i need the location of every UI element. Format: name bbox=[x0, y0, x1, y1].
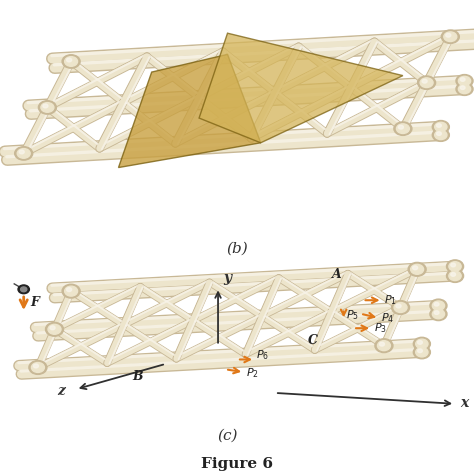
Circle shape bbox=[430, 299, 447, 312]
Circle shape bbox=[432, 309, 445, 319]
Circle shape bbox=[446, 33, 451, 37]
Circle shape bbox=[432, 301, 445, 310]
Circle shape bbox=[451, 263, 456, 267]
Circle shape bbox=[437, 132, 441, 135]
Circle shape bbox=[15, 147, 33, 160]
Circle shape bbox=[377, 341, 391, 351]
Text: B: B bbox=[133, 370, 143, 383]
Circle shape bbox=[460, 78, 465, 81]
Circle shape bbox=[447, 260, 464, 273]
Circle shape bbox=[20, 287, 27, 292]
Circle shape bbox=[456, 83, 473, 95]
Circle shape bbox=[64, 57, 78, 66]
Text: x: x bbox=[460, 397, 468, 410]
Circle shape bbox=[458, 76, 471, 86]
Circle shape bbox=[458, 84, 471, 94]
Text: F: F bbox=[30, 296, 39, 308]
Circle shape bbox=[432, 129, 449, 141]
Circle shape bbox=[17, 149, 30, 158]
Circle shape bbox=[422, 79, 427, 83]
Circle shape bbox=[460, 86, 465, 89]
Circle shape bbox=[19, 150, 24, 154]
Circle shape bbox=[418, 340, 422, 344]
Circle shape bbox=[418, 76, 436, 89]
Circle shape bbox=[394, 303, 407, 312]
Circle shape bbox=[434, 302, 439, 306]
Circle shape bbox=[456, 75, 473, 87]
Text: A: A bbox=[332, 268, 342, 281]
Circle shape bbox=[430, 307, 447, 320]
Circle shape bbox=[410, 264, 424, 274]
Circle shape bbox=[451, 273, 456, 276]
Circle shape bbox=[62, 284, 80, 298]
Text: y: y bbox=[223, 271, 231, 285]
Circle shape bbox=[66, 288, 72, 292]
Circle shape bbox=[48, 324, 61, 334]
Text: $P_5$: $P_5$ bbox=[346, 308, 358, 322]
Polygon shape bbox=[199, 33, 403, 143]
Circle shape bbox=[449, 271, 461, 280]
Circle shape bbox=[449, 262, 461, 271]
Circle shape bbox=[435, 130, 447, 139]
Circle shape bbox=[375, 339, 393, 353]
Circle shape bbox=[43, 104, 48, 108]
Text: $P_6$: $P_6$ bbox=[256, 348, 270, 362]
Circle shape bbox=[398, 125, 403, 129]
Circle shape bbox=[41, 103, 54, 112]
Text: Figure 6: Figure 6 bbox=[201, 457, 273, 471]
Circle shape bbox=[62, 55, 80, 68]
Circle shape bbox=[18, 285, 29, 294]
Circle shape bbox=[31, 363, 45, 372]
Circle shape bbox=[379, 342, 384, 346]
Circle shape bbox=[394, 122, 412, 135]
Circle shape bbox=[413, 337, 430, 350]
Circle shape bbox=[38, 101, 56, 114]
Circle shape bbox=[46, 322, 64, 336]
Circle shape bbox=[437, 124, 441, 127]
Circle shape bbox=[432, 120, 449, 133]
Circle shape bbox=[33, 364, 38, 368]
Circle shape bbox=[412, 266, 418, 270]
Circle shape bbox=[413, 346, 430, 359]
Circle shape bbox=[392, 300, 410, 315]
Circle shape bbox=[64, 286, 78, 296]
Circle shape bbox=[435, 122, 447, 131]
Circle shape bbox=[416, 339, 428, 348]
Circle shape bbox=[50, 326, 55, 330]
Circle shape bbox=[408, 262, 426, 276]
Text: $P_4$: $P_4$ bbox=[381, 311, 394, 325]
Circle shape bbox=[444, 32, 457, 41]
Circle shape bbox=[420, 78, 433, 88]
Text: (b): (b) bbox=[226, 242, 248, 256]
Text: $P_2$: $P_2$ bbox=[246, 367, 259, 380]
Text: $P_1$: $P_1$ bbox=[384, 293, 397, 307]
Circle shape bbox=[434, 311, 439, 315]
Text: z: z bbox=[57, 384, 65, 398]
Text: $P_3$: $P_3$ bbox=[374, 321, 387, 335]
Circle shape bbox=[441, 30, 459, 43]
Polygon shape bbox=[118, 54, 261, 168]
Circle shape bbox=[396, 304, 401, 308]
Circle shape bbox=[396, 124, 410, 133]
Circle shape bbox=[66, 58, 72, 62]
Circle shape bbox=[447, 269, 464, 282]
Text: (c): (c) bbox=[217, 429, 238, 443]
Circle shape bbox=[29, 360, 47, 375]
Circle shape bbox=[416, 347, 428, 357]
Text: C: C bbox=[308, 334, 318, 347]
Circle shape bbox=[418, 349, 422, 353]
